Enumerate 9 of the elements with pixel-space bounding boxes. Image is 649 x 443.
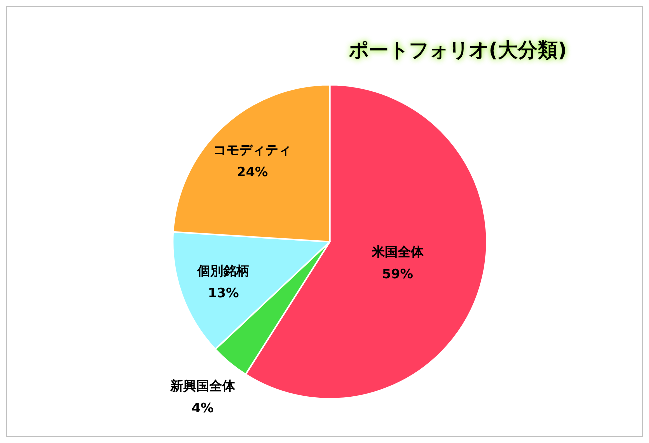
slice-label: コモディティ xyxy=(214,144,292,159)
slice-label: 新興国全体 xyxy=(169,378,236,395)
data-label: 59% xyxy=(382,268,414,283)
slice-label: 米国全体 xyxy=(370,246,425,261)
data-label: 13% xyxy=(208,286,240,302)
chart-title: ポートフォリオ(大分類) xyxy=(348,38,568,62)
data-label: 24% xyxy=(237,166,268,181)
data-label: 4% xyxy=(192,402,214,417)
slice-label: 個別銘柄 xyxy=(196,264,250,280)
